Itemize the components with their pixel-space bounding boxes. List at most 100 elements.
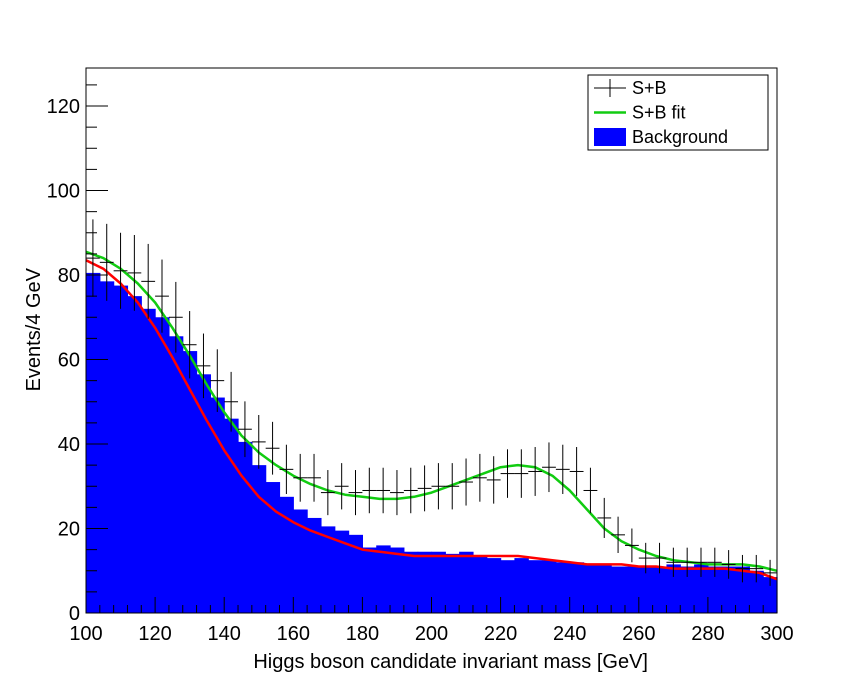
x-tick-label: 180 [346, 623, 379, 645]
data-point [763, 559, 777, 586]
data-point [210, 349, 225, 412]
data-point [459, 458, 473, 506]
legend-label: S+B fit [632, 103, 686, 123]
histogram-bar [721, 566, 737, 613]
histogram-bar [362, 547, 377, 613]
histogram-bar [141, 308, 156, 613]
histogram-bar [99, 281, 115, 613]
data-point [445, 463, 460, 510]
data-point [334, 463, 349, 510]
data-point [155, 259, 169, 333]
histogram-bar [735, 566, 750, 613]
data-point [624, 528, 639, 563]
data-point [376, 467, 391, 514]
x-tick-label: 300 [760, 623, 793, 645]
histogram-bar [182, 351, 198, 613]
data-point [141, 243, 156, 319]
data-point [320, 470, 335, 516]
y-tick-label: 0 [69, 603, 80, 625]
y-tick-label: 20 [58, 519, 80, 541]
x-tick-label: 120 [138, 623, 171, 645]
histogram-bar [569, 562, 585, 613]
data-point [238, 401, 252, 458]
x-tick-label: 160 [277, 623, 310, 645]
histogram-bar [210, 397, 225, 613]
histogram-bar [196, 374, 211, 613]
data-point [652, 542, 667, 574]
histogram-bar [472, 555, 488, 613]
histogram-bar [127, 296, 142, 613]
y-tick-label: 80 [58, 265, 80, 287]
histogram-bar [763, 577, 778, 613]
legend-entry: S+B [594, 78, 667, 98]
histogram-bar [542, 560, 557, 613]
histogram-bar [348, 534, 363, 613]
histogram-bar [528, 560, 543, 613]
x-tick-label: 240 [553, 623, 586, 645]
data-point [168, 281, 183, 353]
histogram-bar [431, 551, 446, 613]
histogram-bar [680, 566, 695, 613]
histogram-bar [486, 558, 502, 613]
x-axis: 100 120 140 160 180 200 220 240 260 280 300 [69, 597, 794, 645]
histogram-bar [86, 272, 101, 613]
x-tick-label: 260 [622, 623, 655, 645]
data-point [196, 333, 211, 399]
data-point [390, 470, 404, 516]
y-tick-label: 100 [47, 181, 80, 203]
data-point [265, 421, 280, 475]
histogram-bar [624, 566, 640, 613]
legend-entry: Background [594, 127, 728, 147]
data-point [721, 550, 736, 579]
data-point [251, 415, 266, 469]
sb-points [86, 219, 777, 586]
legend: S+B S+B fit Background [587, 74, 769, 151]
x-tick-label: 220 [484, 623, 517, 645]
x-tick-label: 200 [415, 623, 448, 645]
histogram-bar [224, 418, 239, 613]
x-tick-label: 140 [208, 623, 241, 645]
legend-entry: S+B fit [594, 103, 686, 123]
histogram-bar [238, 441, 253, 613]
histogram-bar [749, 570, 764, 613]
histogram-bar [279, 496, 294, 613]
data-point [348, 470, 363, 516]
histogram-bar [376, 545, 391, 613]
histogram-bar [459, 551, 474, 613]
sb-fit-layer [85, 250, 778, 573]
background-fit-layer [85, 259, 778, 581]
data-point [431, 463, 446, 510]
histogram-bar [155, 317, 170, 613]
data-point [99, 223, 114, 301]
data-point [638, 542, 653, 574]
data-point [569, 447, 584, 496]
histogram-bar [694, 564, 709, 613]
x-axis-title: Higgs boson candidate invariant mass [Ge… [253, 651, 648, 673]
data-point [749, 554, 764, 583]
data-point [597, 497, 612, 538]
histogram-bar [500, 560, 516, 613]
y-tick-label: 40 [58, 434, 80, 456]
data-point [735, 554, 750, 583]
data-point [224, 371, 239, 432]
data-point [403, 467, 418, 514]
histogram-bar [445, 553, 460, 613]
y-tick-label: 120 [47, 96, 80, 118]
sb-fit-curve [85, 250, 778, 573]
histogram-bar [307, 517, 322, 613]
data-point [680, 547, 695, 577]
data-point [182, 311, 197, 379]
histogram-bar [113, 285, 129, 613]
data-point [528, 447, 543, 496]
data-point [555, 444, 570, 494]
data-point [307, 453, 321, 502]
histogram-bar [514, 558, 529, 613]
data-point [500, 449, 515, 498]
histogram-bar [583, 564, 598, 613]
histogram-bar [666, 564, 681, 613]
histogram-bar [168, 336, 184, 613]
data-point [666, 547, 681, 577]
data-point [127, 234, 142, 311]
data-point [293, 453, 308, 502]
data-point [279, 444, 294, 494]
